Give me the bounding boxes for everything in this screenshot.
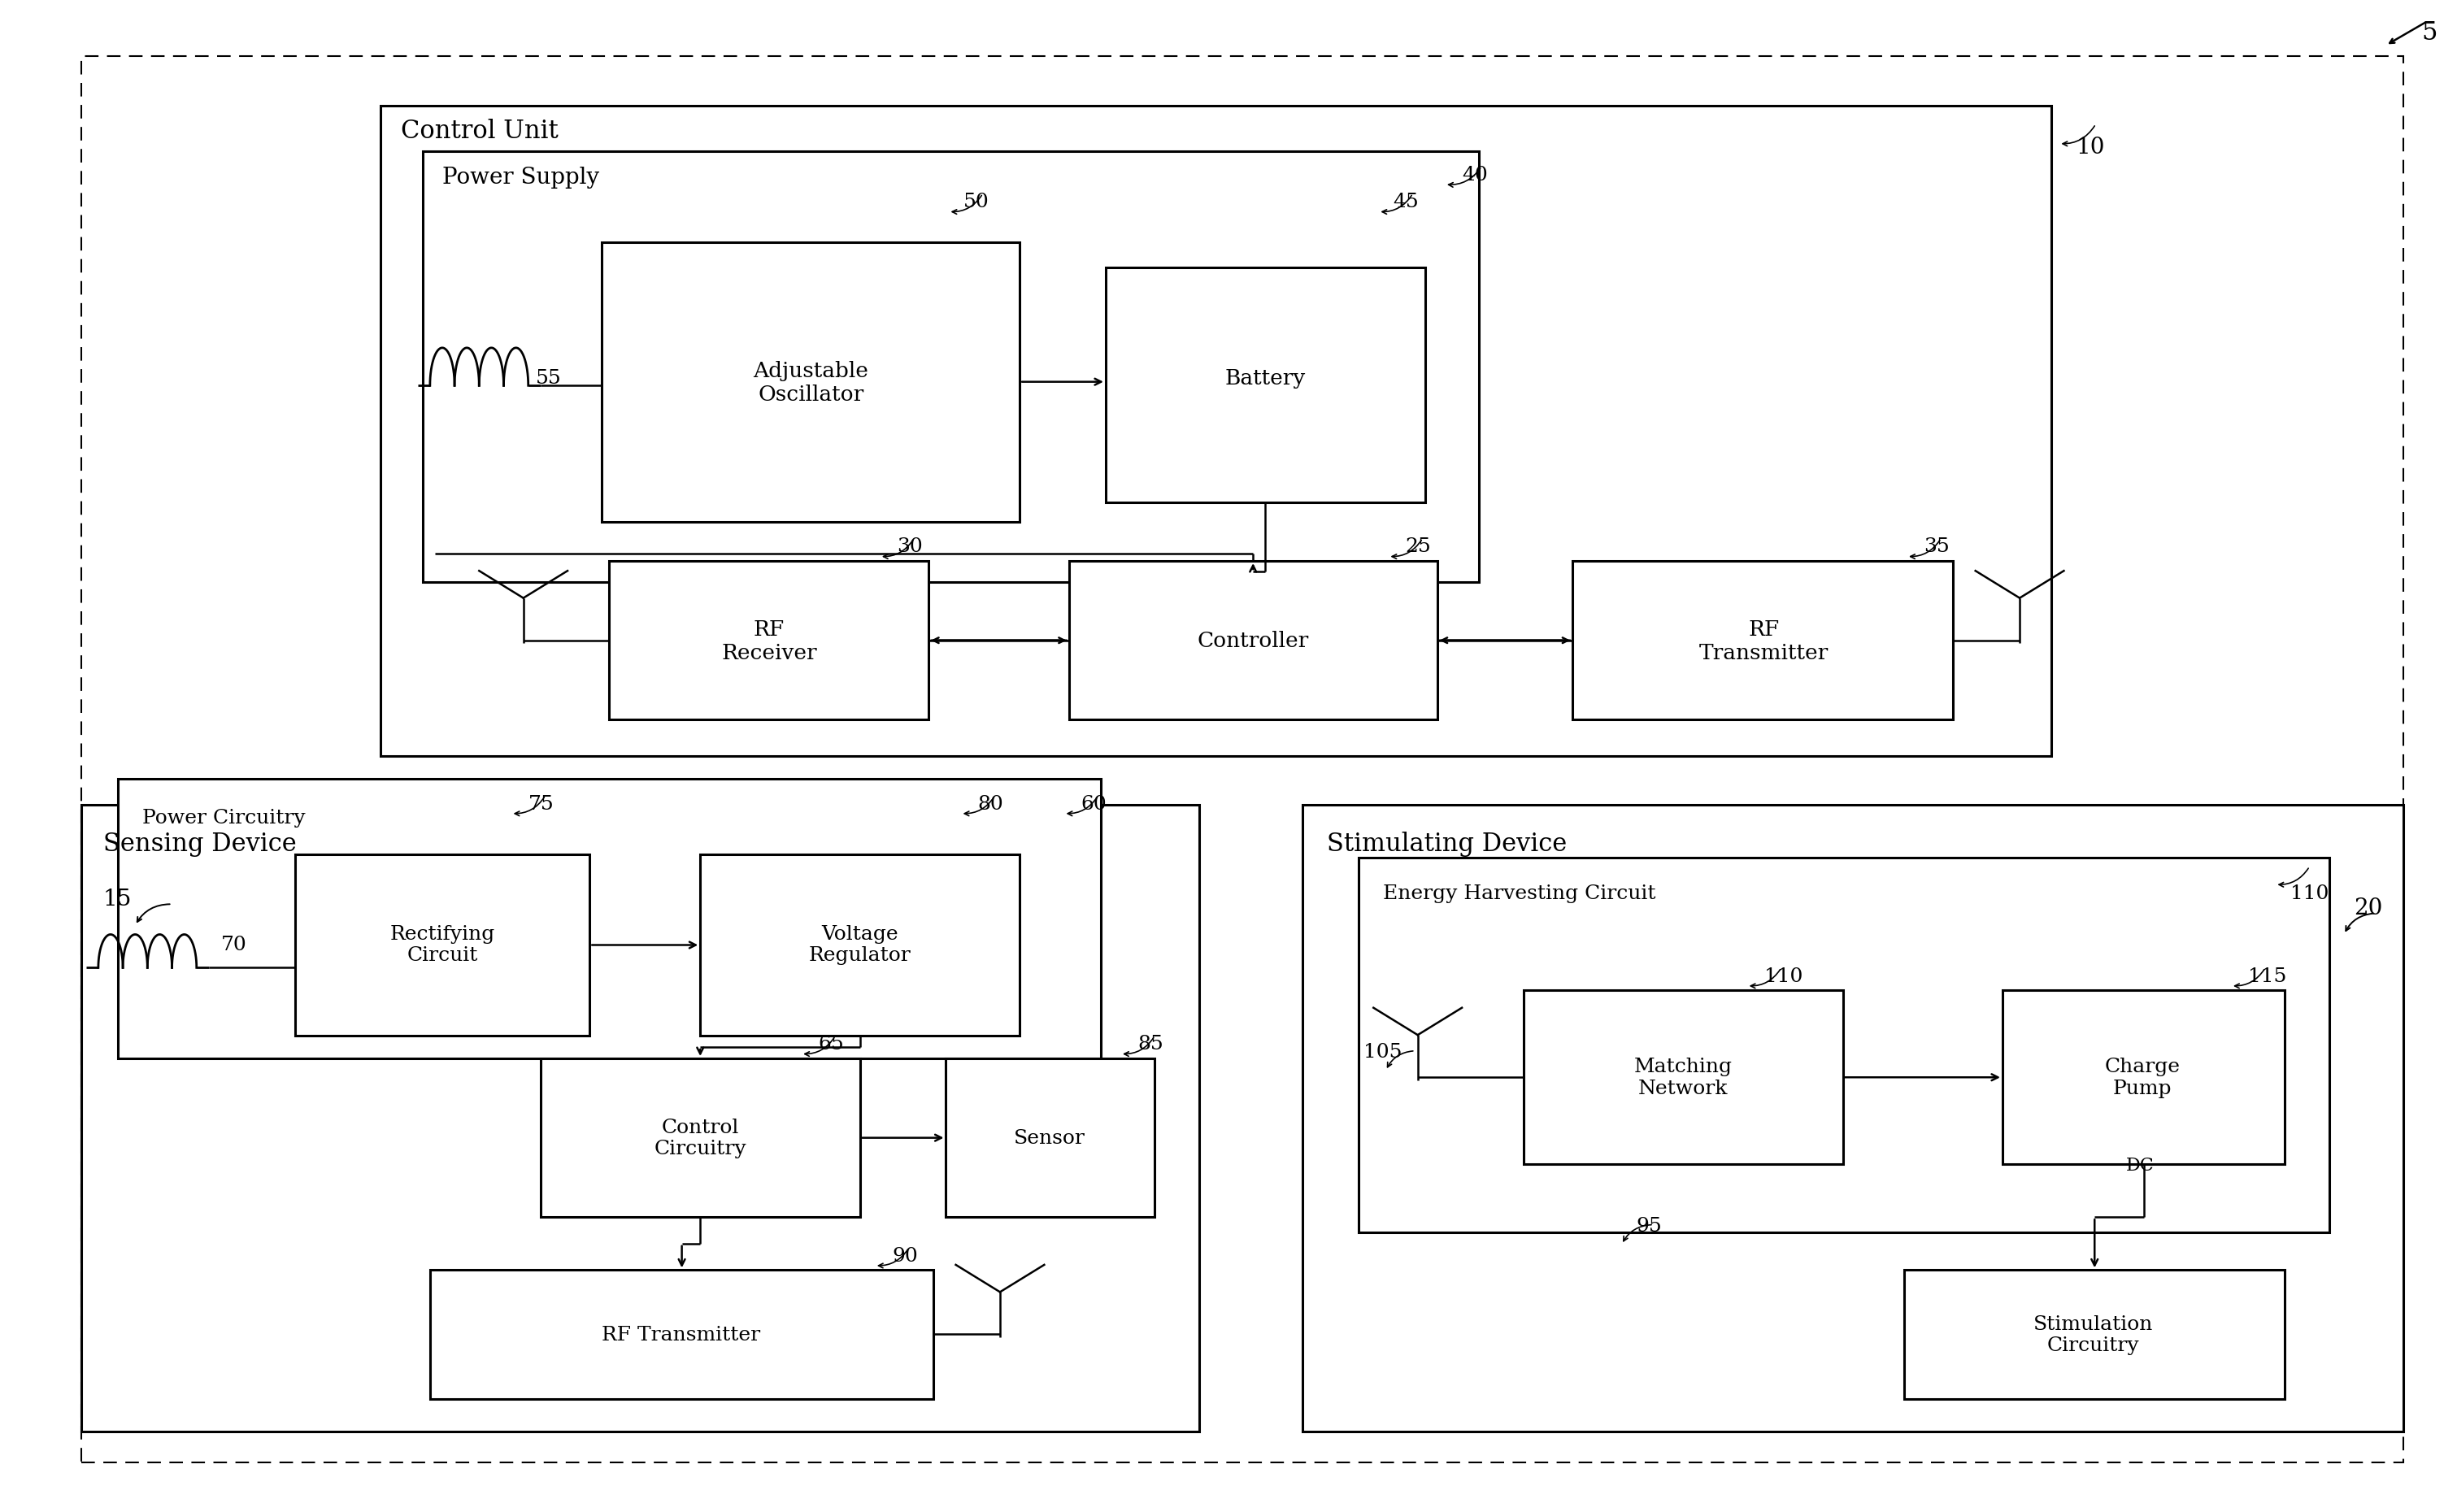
Text: Power Supply: Power Supply (442, 166, 600, 189)
Text: Control
Circuitry: Control Circuitry (654, 1119, 747, 1158)
Text: 25: 25 (1405, 538, 1432, 556)
Text: 35: 35 (1924, 538, 1951, 556)
Text: 70: 70 (221, 936, 248, 954)
Text: 115: 115 (2248, 968, 2287, 986)
Bar (2002, 990, 2285, 1164)
Text: Sensor: Sensor (1012, 1129, 1086, 1148)
Text: Rectifying
Circuit: Rectifying Circuit (391, 925, 494, 965)
Text: 80: 80 (978, 795, 1005, 813)
Bar (1904, 1270, 2285, 1399)
Bar (1106, 268, 1425, 502)
Bar (1069, 561, 1437, 720)
Text: Control Unit: Control Unit (400, 118, 558, 144)
Text: Energy Harvesting Circuit: Energy Harvesting Circuit (1383, 885, 1656, 903)
Text: 90: 90 (892, 1247, 919, 1266)
Text: 95: 95 (1636, 1217, 1663, 1235)
Text: 60: 60 (1081, 795, 1108, 813)
Text: 75: 75 (528, 795, 555, 813)
Text: 15: 15 (103, 888, 133, 910)
Text: 55: 55 (536, 369, 563, 387)
Text: Voltage
Regulator: Voltage Regulator (808, 925, 912, 965)
Text: Adjustable
Oscillator: Adjustable Oscillator (754, 360, 867, 405)
Text: RF
Receiver: RF Receiver (722, 618, 816, 664)
Text: 65: 65 (818, 1036, 845, 1054)
Text: Stimulation
Circuitry: Stimulation Circuitry (2034, 1315, 2152, 1355)
Text: 110: 110 (1764, 968, 1803, 986)
Text: Power Circuitry: Power Circuitry (143, 809, 305, 827)
Text: 45: 45 (1393, 194, 1420, 212)
Text: Battery: Battery (1226, 367, 1305, 389)
Text: RF Transmitter: RF Transmitter (602, 1326, 759, 1344)
Text: 105: 105 (1364, 1043, 1403, 1061)
Text: 10: 10 (2076, 136, 2106, 159)
Bar (1359, 857, 2329, 1232)
Text: 30: 30 (897, 538, 924, 556)
Text: 20: 20 (2354, 897, 2383, 919)
Text: DC: DC (2125, 1157, 2155, 1175)
Text: 40: 40 (1462, 166, 1489, 184)
Bar (430, 1270, 934, 1399)
Bar (118, 779, 1101, 1058)
Bar (381, 106, 2052, 756)
Bar (81, 804, 1199, 1432)
Bar (609, 561, 929, 720)
Bar (946, 1058, 1155, 1217)
Bar (1572, 561, 1953, 720)
Bar (700, 854, 1020, 1036)
Text: 110: 110 (2290, 885, 2329, 903)
Text: 85: 85 (1138, 1036, 1165, 1054)
Text: Controller: Controller (1197, 631, 1310, 652)
Text: RF
Transmitter: RF Transmitter (1700, 618, 1828, 664)
Bar (1523, 990, 1843, 1164)
Bar (295, 854, 590, 1036)
Text: Stimulating Device: Stimulating Device (1327, 832, 1568, 857)
Bar (602, 242, 1020, 522)
Text: 5: 5 (2423, 21, 2437, 45)
Text: Charge
Pump: Charge Pump (2106, 1058, 2179, 1098)
Bar (1302, 804, 2403, 1432)
Bar (423, 151, 1479, 582)
Text: Sensing Device: Sensing Device (103, 832, 297, 857)
Text: Matching
Network: Matching Network (1634, 1058, 1732, 1098)
Text: 50: 50 (963, 194, 990, 212)
Bar (541, 1058, 860, 1217)
